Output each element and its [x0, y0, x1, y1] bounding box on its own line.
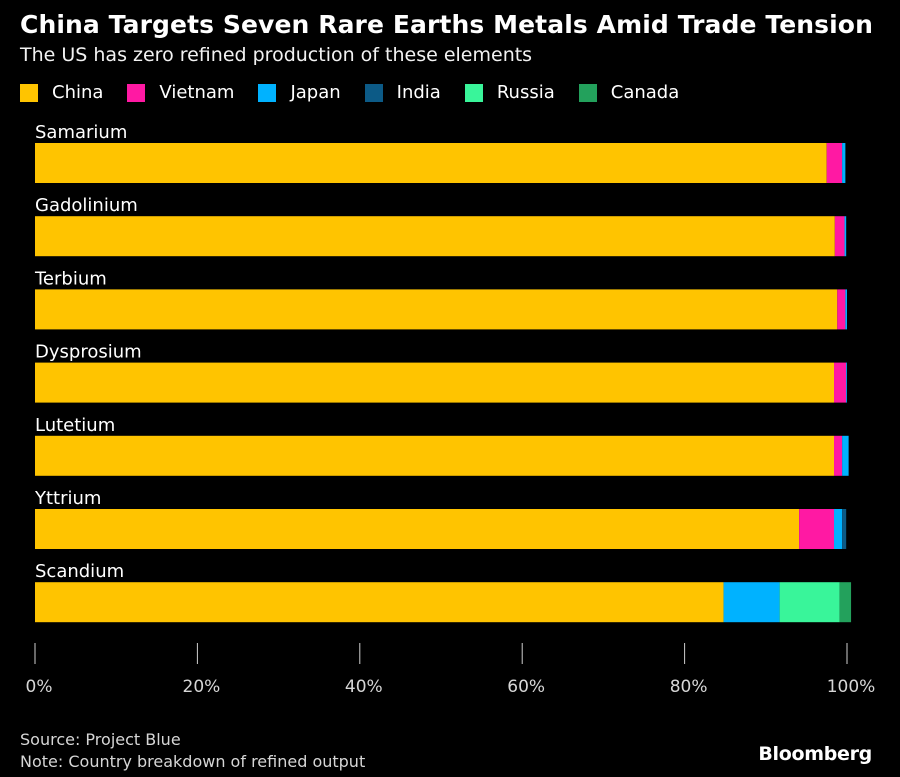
category-label-gadolinium: Gadolinium: [35, 195, 138, 216]
bar-terbium-vietnam: [837, 289, 846, 330]
category-label-scandium: Scandium: [35, 561, 124, 582]
category-label-lutetium: Lutetium: [35, 415, 115, 436]
chart-title: China Targets Seven Rare Earths Metals A…: [20, 10, 873, 39]
bar-dysprosium-vietnam: [834, 362, 847, 403]
category-label-dysprosium: Dysprosium: [35, 342, 142, 363]
legend-label-india: India: [396, 82, 441, 103]
legend-swatch-china: [20, 83, 38, 102]
bar-lutetium-vietnam: [834, 435, 843, 476]
legend-item-china: China: [20, 82, 103, 103]
bar-samarium-china: [35, 143, 827, 183]
x-tick-label: 0%: [26, 677, 53, 697]
x-tick-label: 80%: [670, 677, 708, 697]
bar-samarium-vietnam: [826, 143, 843, 183]
legend-swatch-canada: [578, 83, 597, 102]
legend-swatch-india: [364, 83, 383, 102]
bar-scandium-canada: [839, 582, 852, 623]
bar-gadolinium-vietnam: [834, 216, 845, 257]
bloomberg-logo: Bloomberg: [758, 743, 872, 765]
bar-scandium-russia: [779, 582, 840, 623]
chart-subtitle: The US has zero refined production of th…: [20, 44, 533, 66]
category-label-yttrium: Yttrium: [34, 488, 101, 509]
footnote: Note: Country breakdown of refined outpu…: [20, 752, 366, 771]
legend-label-vietnam: Vietnam: [159, 82, 235, 103]
legend-item-india: India: [364, 82, 441, 103]
bar-yttrium-vietnam: [799, 509, 835, 549]
legend-label-russia: Russia: [496, 82, 555, 103]
x-tick-label: 20%: [183, 677, 221, 697]
bar-dysprosium-china: [35, 362, 835, 403]
legend-item-canada: Canada: [578, 82, 680, 103]
bar-gadolinium-china: [35, 216, 835, 257]
legend-item-russia: Russia: [464, 82, 555, 103]
x-tick-label: 60%: [507, 677, 545, 697]
category-label-terbium: Terbium: [34, 268, 107, 289]
bar-dysprosium-japan: [846, 362, 847, 403]
legend-swatch-vietnam: [127, 83, 146, 102]
bar-gadolinium-japan: [844, 216, 847, 257]
bar-yttrium-japan: [834, 509, 843, 549]
bar-scandium-japan: [723, 582, 780, 623]
bar-lutetium-japan: [842, 435, 849, 476]
legend-label-canada: Canada: [610, 82, 680, 103]
bar-terbium-china: [35, 289, 838, 330]
legend-label-china: China: [52, 82, 104, 103]
bar-lutetium-china: [35, 435, 835, 476]
legend-item-japan: Japan: [258, 82, 341, 103]
bar-yttrium-india: [842, 509, 847, 549]
bar-yttrium-china: [35, 509, 800, 549]
category-label-samarium: Samarium: [35, 122, 127, 143]
legend-swatch-russia: [464, 83, 483, 102]
source-note: Source: Project Blue: [20, 730, 181, 749]
legend: China Vietnam Japan India Russia Canada: [20, 82, 703, 103]
bar-scandium-china: [35, 582, 724, 623]
legend-item-vietnam: Vietnam: [127, 82, 234, 103]
legend-label-japan: Japan: [290, 82, 341, 103]
bar-samarium-japan: [842, 143, 846, 183]
bar-terbium-japan: [845, 289, 847, 330]
legend-swatch-japan: [258, 83, 277, 102]
x-tick-label: 40%: [345, 677, 383, 697]
x-tick-label: 100%: [827, 677, 876, 697]
